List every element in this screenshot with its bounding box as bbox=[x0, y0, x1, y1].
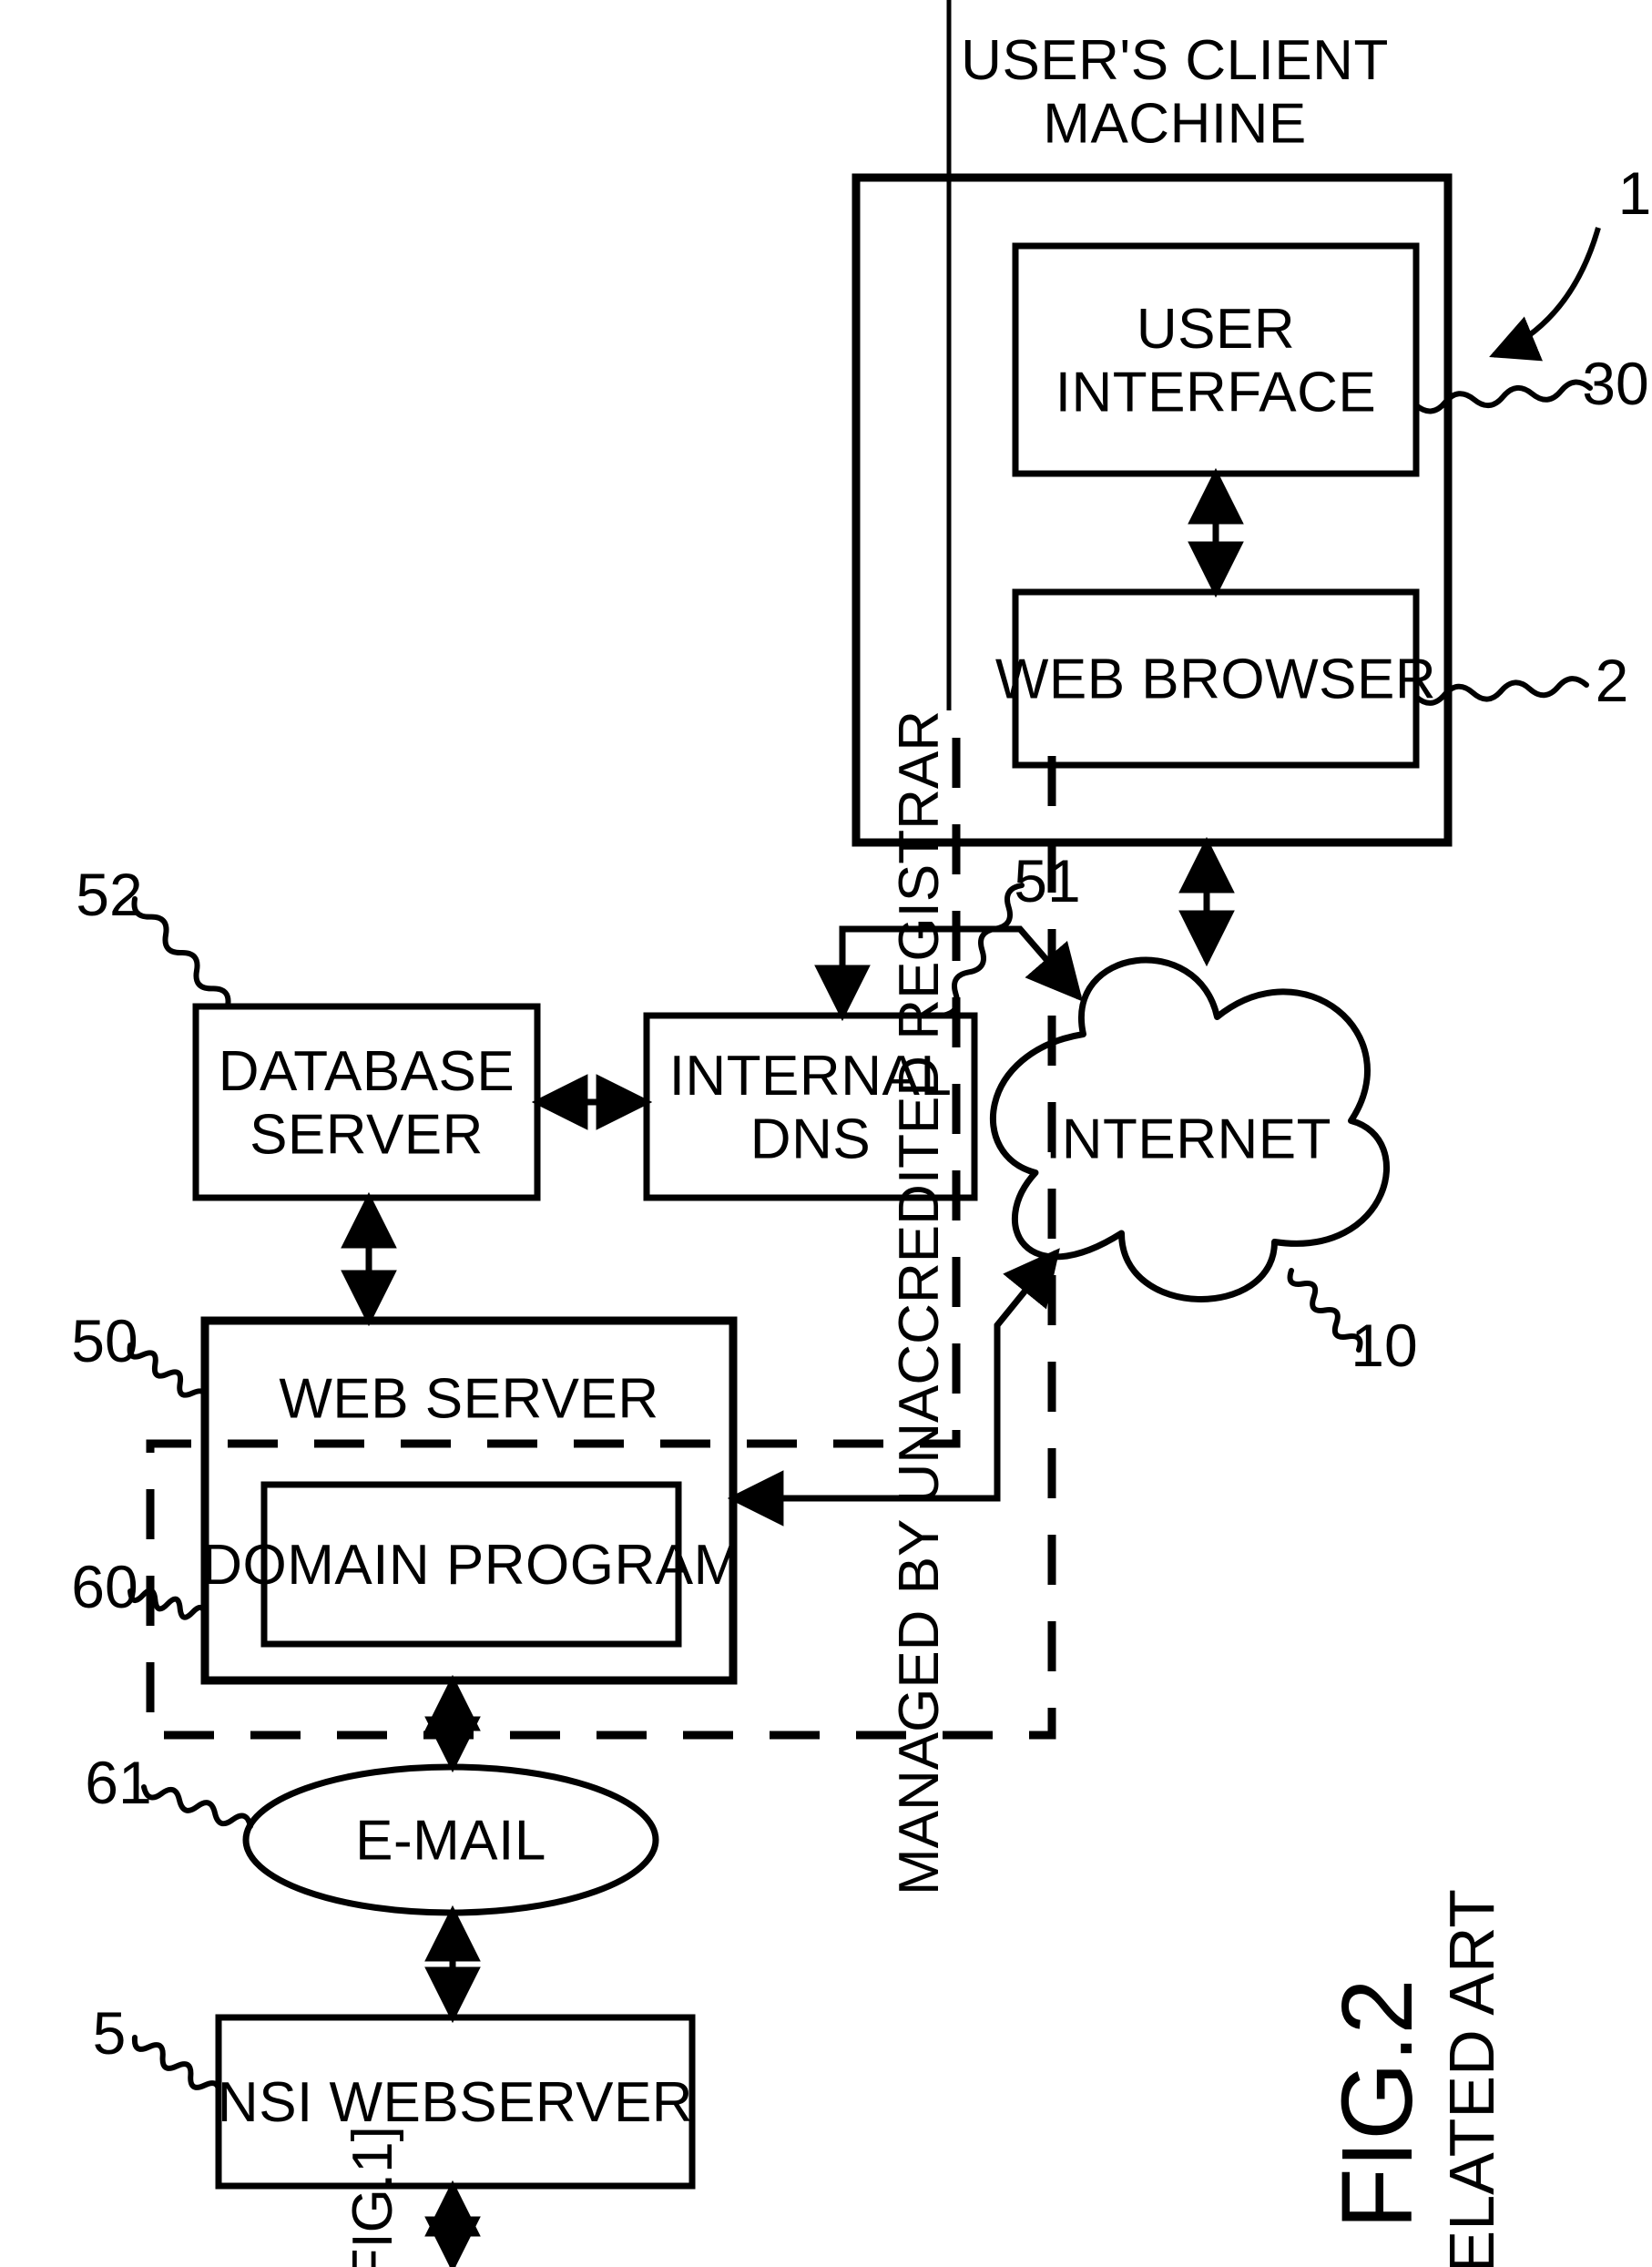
leader-52 bbox=[134, 899, 228, 1006]
web_server-label: WEB SERVER bbox=[279, 1368, 658, 1431]
bottom-note: [TO FIG.1] bbox=[342, 2126, 404, 2267]
email-label: E-MAIL bbox=[355, 1810, 546, 1873]
ref-30: 30 bbox=[1582, 350, 1648, 417]
diagram-svg: USER'S CLIENTMACHINE USERINTERFACE WEB BRO… bbox=[0, 0, 1652, 2267]
leader-10 bbox=[1290, 1271, 1361, 1350]
figure-number: FIG.2 bbox=[1321, 1978, 1433, 2229]
ref-61: 61 bbox=[85, 1749, 151, 1816]
ref-1: 1 bbox=[1618, 159, 1652, 227]
leader-1-arrow bbox=[1494, 228, 1598, 355]
client_container-label: USER'S CLIENTMACHINE bbox=[961, 29, 1389, 155]
ref-60: 60 bbox=[71, 1553, 138, 1620]
database_server-label: DATABASESERVER bbox=[219, 1040, 515, 1166]
ref-51: 51 bbox=[1014, 847, 1080, 914]
leader-2 bbox=[1416, 679, 1586, 703]
ref-2: 2 bbox=[1596, 647, 1629, 714]
ref-52: 52 bbox=[76, 861, 142, 928]
leader-60 bbox=[130, 1590, 205, 1618]
domain_program-label: DOMAIN PROGRAM bbox=[201, 1534, 741, 1597]
figure-sublabel: RELATED ART bbox=[1436, 1889, 1507, 2267]
bottom-note-group: [TO FIG.1] bbox=[342, 2126, 404, 2267]
region-title: MANAGED BY UNACCREDITED REGISTRAR bbox=[888, 710, 951, 1895]
leader-50 bbox=[130, 1345, 206, 1403]
nsi_webserver-label: NSI WEBSERVER bbox=[218, 2071, 693, 2134]
user_interface-label: USERINTERFACE bbox=[1055, 298, 1376, 424]
web_browser-label: WEB BROWSER bbox=[995, 648, 1436, 711]
ref-50: 50 bbox=[71, 1307, 138, 1374]
internet-label: INTERNET bbox=[1045, 1108, 1331, 1171]
leader-30 bbox=[1416, 383, 1590, 412]
leader-5 bbox=[135, 2037, 219, 2095]
ref-5: 5 bbox=[93, 1999, 127, 2067]
figure-label-group: FIG.2RELATED ART bbox=[1321, 1889, 1507, 2267]
leader-61 bbox=[144, 1787, 250, 1826]
region-title-group: MANAGED BY UNACCREDITED REGISTRAR bbox=[888, 0, 951, 1895]
